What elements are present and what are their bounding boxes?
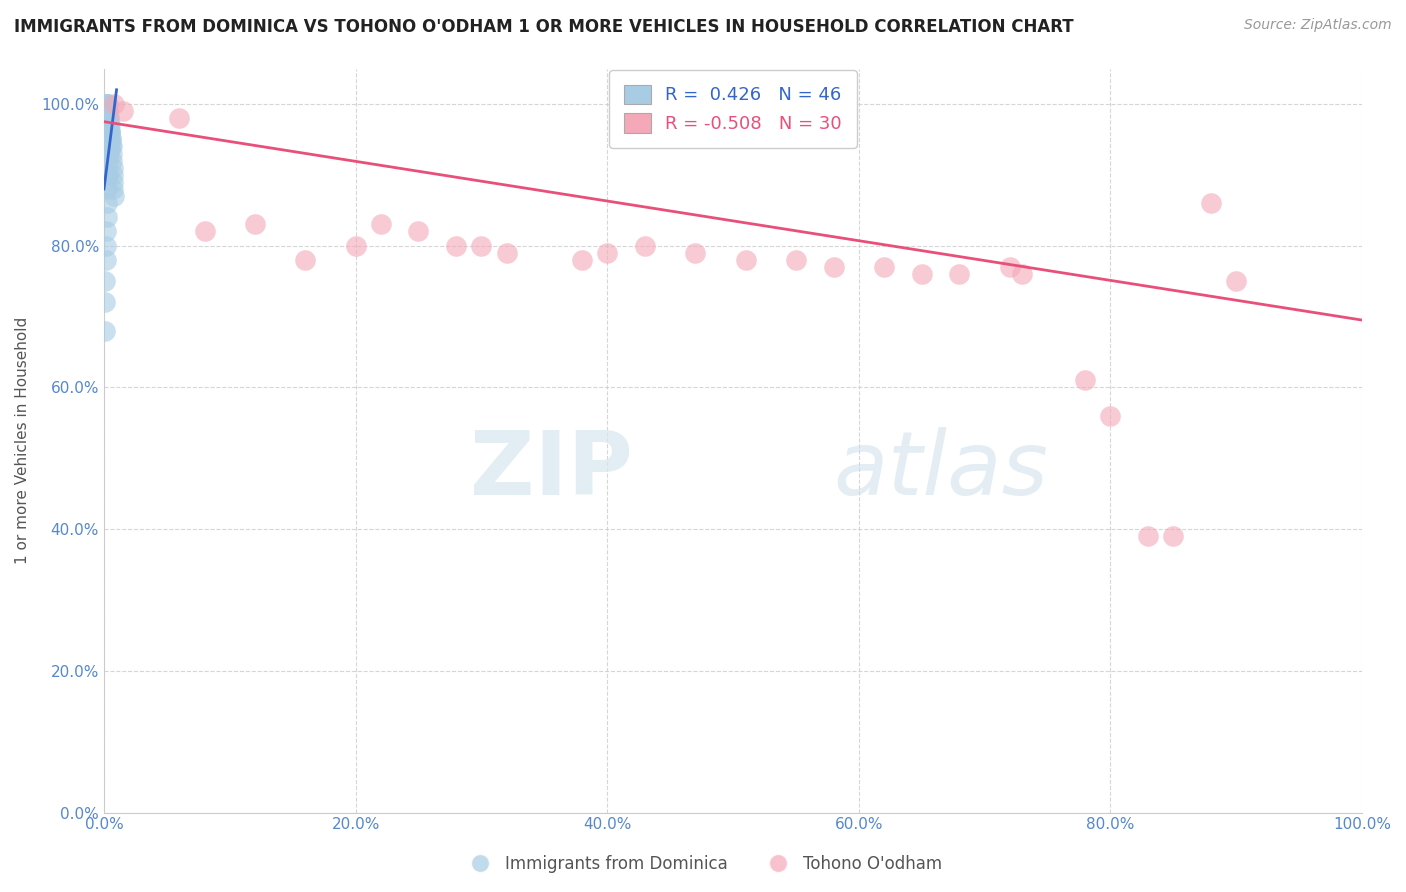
Point — [98, 125, 121, 139]
Point — [101, 153, 124, 168]
Point — [571, 252, 593, 267]
Point — [101, 168, 124, 182]
Point — [294, 252, 316, 267]
Point — [97, 111, 120, 125]
Point — [1074, 373, 1097, 387]
Point — [96, 103, 118, 118]
Point — [94, 118, 117, 132]
Point — [495, 245, 517, 260]
Point — [100, 146, 122, 161]
Y-axis label: 1 or more Vehicles in Household: 1 or more Vehicles in Household — [15, 317, 30, 564]
Legend: Immigrants from Dominica, Tohono O'odham: Immigrants from Dominica, Tohono O'odham — [457, 848, 949, 880]
Point — [1199, 196, 1222, 211]
Point — [97, 168, 120, 182]
Point — [96, 97, 118, 112]
Point — [111, 103, 134, 118]
Point — [101, 161, 124, 175]
Point — [596, 245, 619, 260]
Point — [100, 139, 122, 153]
Point — [823, 260, 845, 274]
Text: ZIP: ZIP — [470, 426, 633, 514]
Point — [94, 274, 117, 288]
Point — [98, 111, 121, 125]
Point — [873, 260, 896, 274]
Point — [683, 245, 706, 260]
Point — [96, 97, 118, 112]
Point — [93, 118, 115, 132]
Point — [100, 132, 122, 146]
Point — [98, 139, 121, 153]
Point — [98, 125, 121, 139]
Point — [98, 125, 121, 139]
Point — [97, 168, 120, 182]
Point — [103, 182, 125, 196]
Text: atlas: atlas — [834, 427, 1049, 513]
Point — [98, 118, 121, 132]
Point — [97, 103, 120, 118]
Point — [444, 238, 467, 252]
Point — [96, 97, 118, 112]
Point — [96, 182, 118, 196]
Text: IMMIGRANTS FROM DOMINICA VS TOHONO O'ODHAM 1 OR MORE VEHICLES IN HOUSEHOLD CORRE: IMMIGRANTS FROM DOMINICA VS TOHONO O'ODH… — [14, 18, 1074, 36]
Point — [96, 225, 118, 239]
Point — [101, 175, 124, 189]
Point — [94, 252, 117, 267]
Point — [96, 238, 118, 252]
Point — [97, 97, 120, 112]
Point — [1011, 267, 1033, 281]
Point — [470, 238, 492, 252]
Point — [344, 238, 367, 252]
Point — [94, 111, 117, 125]
Point — [100, 139, 122, 153]
Point — [408, 225, 430, 239]
Point — [98, 118, 121, 132]
Point — [734, 252, 756, 267]
Point — [94, 324, 117, 338]
Point — [94, 111, 117, 125]
Point — [98, 132, 121, 146]
Point — [1225, 274, 1247, 288]
Point — [103, 97, 125, 112]
Point — [1161, 529, 1184, 543]
Point — [911, 267, 934, 281]
Point — [785, 252, 807, 267]
Point — [1137, 529, 1160, 543]
Point — [97, 153, 120, 168]
Point — [998, 260, 1021, 274]
Point — [370, 218, 392, 232]
Point — [94, 103, 117, 118]
Point — [94, 295, 117, 310]
Text: Source: ZipAtlas.com: Source: ZipAtlas.com — [1244, 18, 1392, 32]
Legend: R =  0.426   N = 46, R = -0.508   N = 30: R = 0.426 N = 46, R = -0.508 N = 30 — [609, 70, 856, 148]
Point — [1099, 409, 1122, 423]
Point — [100, 132, 122, 146]
Point — [634, 238, 657, 252]
Point — [96, 196, 118, 211]
Point — [103, 189, 125, 203]
Point — [243, 218, 266, 232]
Point — [97, 146, 120, 161]
Point — [97, 103, 120, 118]
Point — [96, 211, 118, 225]
Point — [948, 267, 970, 281]
Point — [96, 97, 118, 112]
Point — [169, 111, 191, 125]
Point — [194, 225, 217, 239]
